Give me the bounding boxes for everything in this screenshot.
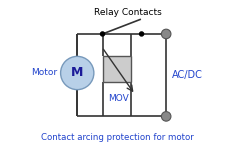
Circle shape xyxy=(161,29,171,39)
Text: Motor: Motor xyxy=(32,68,58,78)
Text: M: M xyxy=(71,66,83,80)
Circle shape xyxy=(161,112,171,121)
Circle shape xyxy=(101,32,105,36)
Text: Relay Contacts: Relay Contacts xyxy=(94,8,162,17)
Text: MOV: MOV xyxy=(108,94,129,103)
Bar xyxy=(102,56,132,82)
Circle shape xyxy=(61,56,94,90)
Circle shape xyxy=(139,32,144,36)
Text: Contact arcing protection for motor: Contact arcing protection for motor xyxy=(41,133,193,142)
Text: AC/DC: AC/DC xyxy=(172,70,203,80)
